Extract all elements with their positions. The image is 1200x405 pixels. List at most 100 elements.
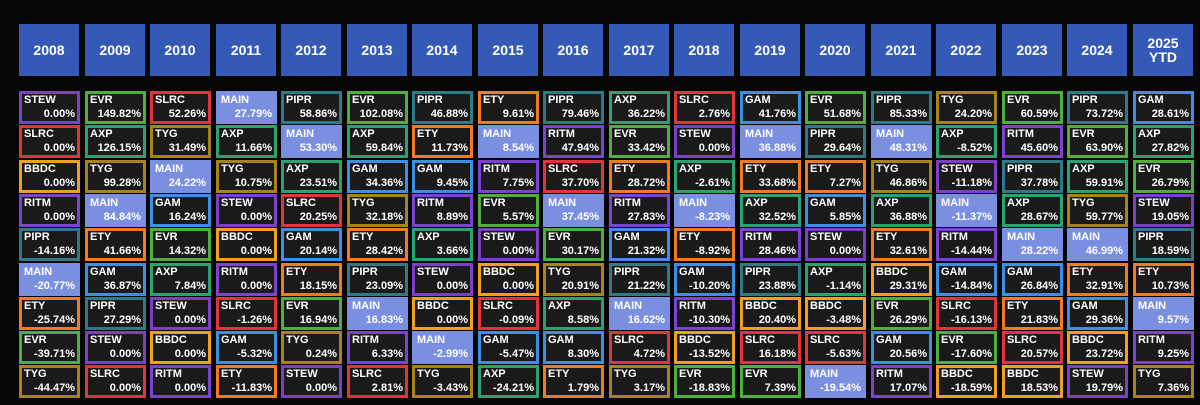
return-cell[interactable]: RITM -14.44% <box>936 228 997 261</box>
return-cell[interactable]: TYG -44.47% <box>19 365 80 398</box>
return-cell[interactable]: ETY 32.91% <box>1067 263 1128 296</box>
return-cell[interactable]: PIPR 85.33% <box>871 91 932 124</box>
return-cell[interactable]: STEW 19.05% <box>1133 194 1194 227</box>
return-cell[interactable]: BBDC -13.52% <box>674 331 735 364</box>
return-cell[interactable]: AXP -1.14% <box>805 263 866 296</box>
return-cell[interactable]: SLRC 4.72% <box>609 331 670 364</box>
return-cell[interactable]: GAM -5.47% <box>478 331 539 364</box>
return-cell[interactable]: GAM -5.32% <box>216 331 277 364</box>
return-cell[interactable]: STEW 0.00% <box>281 365 342 398</box>
return-cell[interactable]: PIPR 27.29% <box>85 297 146 330</box>
return-cell[interactable]: AXP 36.22% <box>609 91 670 124</box>
return-cell[interactable]: PIPR 58.86% <box>281 91 342 124</box>
return-cell[interactable]: ETY 11.73% <box>412 125 473 158</box>
return-cell[interactable]: MAIN -20.77% <box>19 263 80 296</box>
return-cell[interactable]: ETY 9.61% <box>478 91 539 124</box>
return-cell[interactable]: MAIN 36.88% <box>740 125 801 158</box>
return-cell[interactable]: STEW 0.00% <box>805 228 866 261</box>
return-cell[interactable]: EVR 102.08% <box>347 91 408 124</box>
return-cell[interactable]: MAIN -11.37% <box>936 194 997 227</box>
return-cell[interactable]: MAIN 84.84% <box>85 194 146 227</box>
return-cell[interactable]: MAIN 46.99% <box>1067 228 1128 261</box>
return-cell[interactable]: SLRC -5.63% <box>805 331 866 364</box>
return-cell[interactable]: AXP 7.84% <box>150 263 211 296</box>
return-cell[interactable]: RITM 0.00% <box>19 194 80 227</box>
return-cell[interactable]: SLRC 0.00% <box>19 125 80 158</box>
return-cell[interactable]: EVR 149.82% <box>85 91 146 124</box>
return-cell[interactable]: AXP 59.84% <box>347 125 408 158</box>
return-cell[interactable]: BBDC 23.72% <box>1067 331 1128 364</box>
return-cell[interactable]: EVR -18.83% <box>674 365 735 398</box>
return-cell[interactable]: GAM 28.61% <box>1133 91 1194 124</box>
return-cell[interactable]: STEW 0.00% <box>478 228 539 261</box>
return-cell[interactable]: AXP 8.58% <box>543 297 604 330</box>
return-cell[interactable]: EVR 16.94% <box>281 297 342 330</box>
return-cell[interactable]: GAM 8.30% <box>543 331 604 364</box>
return-cell[interactable]: STEW 0.00% <box>85 331 146 364</box>
return-cell[interactable]: PIPR 18.59% <box>1133 228 1194 261</box>
return-cell[interactable]: STEW 0.00% <box>216 194 277 227</box>
return-cell[interactable]: GAM 36.87% <box>85 263 146 296</box>
return-cell[interactable]: BBDC -18.59% <box>936 365 997 398</box>
return-cell[interactable]: EVR 51.68% <box>805 91 866 124</box>
return-cell[interactable]: RITM -10.30% <box>674 297 735 330</box>
return-cell[interactable]: PIPR 73.72% <box>1067 91 1128 124</box>
return-cell[interactable]: RITM 45.60% <box>1002 125 1063 158</box>
return-cell[interactable]: BBDC 20.40% <box>740 297 801 330</box>
return-cell[interactable]: EVR 5.57% <box>478 194 539 227</box>
return-cell[interactable]: GAM 20.56% <box>871 331 932 364</box>
return-cell[interactable]: GAM 20.14% <box>281 228 342 261</box>
return-cell[interactable]: TYG -3.43% <box>412 365 473 398</box>
return-cell[interactable]: PIPR 37.78% <box>1002 160 1063 193</box>
return-cell[interactable]: ETY 41.66% <box>85 228 146 261</box>
return-cell[interactable]: SLRC -1.26% <box>216 297 277 330</box>
return-cell[interactable]: MAIN 27.79% <box>216 91 277 124</box>
return-cell[interactable]: STEW 0.00% <box>150 297 211 330</box>
return-cell[interactable]: GAM -10.20% <box>674 263 735 296</box>
return-cell[interactable]: ETY 32.61% <box>871 228 932 261</box>
return-cell[interactable]: AXP 27.82% <box>1133 125 1194 158</box>
return-cell[interactable]: GAM 16.24% <box>150 194 211 227</box>
return-cell[interactable]: PIPR 23.09% <box>347 263 408 296</box>
return-cell[interactable]: EVR -39.71% <box>19 331 80 364</box>
return-cell[interactable]: STEW 0.00% <box>19 91 80 124</box>
return-cell[interactable]: RITM 28.46% <box>740 228 801 261</box>
return-cell[interactable]: TYG 10.75% <box>216 160 277 193</box>
return-cell[interactable]: SLRC 52.26% <box>150 91 211 124</box>
return-cell[interactable]: MAIN 9.57% <box>1133 297 1194 330</box>
return-cell[interactable]: BBDC 0.00% <box>478 263 539 296</box>
return-cell[interactable]: ETY 7.27% <box>805 160 866 193</box>
return-cell[interactable]: AXP 3.66% <box>412 228 473 261</box>
return-cell[interactable]: SLRC 16.18% <box>740 331 801 364</box>
return-cell[interactable]: BBDC -3.48% <box>805 297 866 330</box>
return-cell[interactable]: MAIN 48.31% <box>871 125 932 158</box>
return-cell[interactable]: ETY -11.83% <box>216 365 277 398</box>
return-cell[interactable]: EVR 7.39% <box>740 365 801 398</box>
return-cell[interactable]: ETY -25.74% <box>19 297 80 330</box>
return-cell[interactable]: EVR 14.32% <box>150 228 211 261</box>
return-cell[interactable]: SLRC 2.76% <box>674 91 735 124</box>
return-cell[interactable]: PIPR 79.46% <box>543 91 604 124</box>
return-cell[interactable]: BBDC 18.53% <box>1002 365 1063 398</box>
return-cell[interactable]: RITM 9.25% <box>1133 331 1194 364</box>
return-cell[interactable]: GAM 29.36% <box>1067 297 1128 330</box>
return-cell[interactable]: RITM 6.33% <box>347 331 408 364</box>
return-cell[interactable]: EVR 30.17% <box>543 228 604 261</box>
return-cell[interactable]: TYG 0.24% <box>281 331 342 364</box>
return-cell[interactable]: AXP -8.52% <box>936 125 997 158</box>
return-cell[interactable]: SLRC -0.09% <box>478 297 539 330</box>
return-cell[interactable]: EVR 63.90% <box>1067 125 1128 158</box>
return-cell[interactable]: ETY 33.68% <box>740 160 801 193</box>
return-cell[interactable]: TYG 20.91% <box>543 263 604 296</box>
return-cell[interactable]: MAIN -19.54% <box>805 365 866 398</box>
return-cell[interactable]: MAIN 53.30% <box>281 125 342 158</box>
return-cell[interactable]: BBDC 29.31% <box>871 263 932 296</box>
return-cell[interactable]: MAIN 16.83% <box>347 297 408 330</box>
return-cell[interactable]: RITM 17.07% <box>871 365 932 398</box>
return-cell[interactable]: GAM 21.32% <box>609 228 670 261</box>
return-cell[interactable]: ETY -8.92% <box>674 228 735 261</box>
return-cell[interactable]: RITM 0.00% <box>216 263 277 296</box>
return-cell[interactable]: BBDC 0.00% <box>150 331 211 364</box>
return-cell[interactable]: GAM -14.84% <box>936 263 997 296</box>
return-cell[interactable]: TYG 99.28% <box>85 160 146 193</box>
